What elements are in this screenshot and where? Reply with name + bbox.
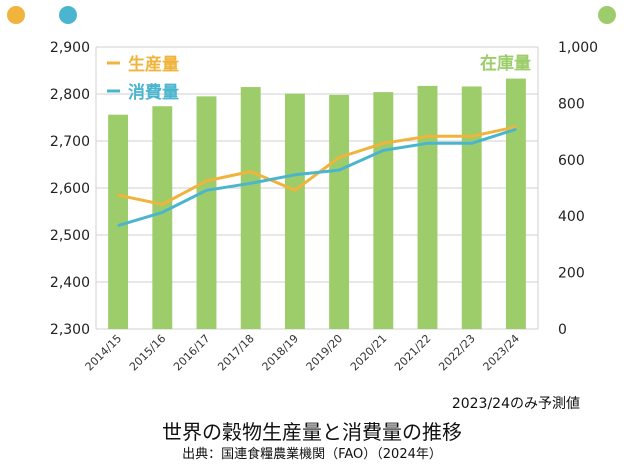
x-tick-label: 2017/18 [215, 332, 257, 374]
left-axis-ticks: 2,300 2,400 2,500 2,600 2,700 2,800 2,900 [50, 40, 90, 338]
left-tick-label: 2,600 [50, 181, 90, 197]
consumption-line-point [382, 149, 385, 152]
production-line-point [515, 126, 517, 128]
production-line-point [205, 180, 208, 182]
right-tick-label: 1,000 [558, 40, 598, 56]
legend: 生産量 消費量 在庫量 [107, 53, 531, 103]
stock-bars [108, 78, 526, 330]
green-dot-icon [598, 6, 616, 24]
chart-title: 世界の穀物生産量と消費量の推移 [162, 420, 462, 444]
blue-dot-icon [59, 6, 77, 24]
x-tick-label: 2016/17 [171, 332, 213, 374]
production-line [117, 125, 517, 206]
right-tick-label: 800 [558, 96, 585, 112]
left-tick-label: 2,900 [50, 40, 90, 56]
legend-consumption-label: 消費量 [128, 82, 179, 103]
left-tick-label: 2,300 [50, 322, 90, 338]
consumption-line-point [338, 169, 340, 171]
x-tick-label: 2014/15 [83, 332, 125, 374]
stock-bar [329, 94, 350, 329]
consumption-line-point [470, 142, 473, 145]
source-citation: 出典：国連食糧農業機関（FAO）（2024年） [182, 447, 442, 462]
production-line-point [426, 135, 429, 138]
consumption-line-point [117, 224, 119, 227]
consumption-line [117, 127, 517, 228]
consumption-line-point [294, 174, 296, 176]
x-tick-label: 2022/23 [436, 332, 478, 374]
left-tick-label: 2,800 [50, 87, 90, 103]
orange-dot-icon [7, 6, 25, 24]
right-axis-ticks: 0 200 400 600 800 1,000 [558, 40, 598, 338]
stock-bar [196, 96, 217, 329]
production-line-point [117, 194, 119, 196]
consumption-line-point [249, 182, 252, 185]
left-tick-label: 2,700 [50, 134, 90, 150]
legend-production-label: 生産量 [128, 54, 179, 75]
left-tick-label: 2,500 [50, 228, 90, 244]
right-tick-label: 400 [558, 209, 585, 225]
stock-bar [373, 92, 394, 330]
series-lines [117, 125, 517, 228]
right-tick-label: 200 [558, 266, 585, 282]
consumption-line-point [161, 211, 164, 214]
stock-bar [240, 87, 261, 329]
consumption-line-point [515, 128, 517, 131]
stock-bar [108, 114, 129, 330]
x-tick-label: 2018/19 [260, 332, 302, 374]
forecast-note: 2023/24のみ予測値 [451, 396, 580, 412]
x-tick-label: 2015/16 [127, 332, 169, 374]
x-tick-label: 2021/22 [392, 332, 434, 374]
legend-stock-label: 在庫量 [480, 53, 531, 74]
stock-bar [152, 106, 173, 329]
stock-bar [417, 85, 438, 329]
production-line-point [294, 189, 296, 192]
stock-bar [284, 93, 305, 329]
right-tick-label: 0 [558, 322, 567, 338]
consumption-line-point [426, 142, 429, 145]
production-line-point [338, 156, 340, 159]
production-line-point [470, 135, 473, 138]
production-line-point [161, 203, 164, 206]
x-tick-label: 2023/24 [481, 332, 523, 374]
right-tick-label: 600 [558, 153, 585, 169]
x-tick-label: 2019/20 [304, 332, 346, 374]
left-tick-label: 2,400 [50, 275, 90, 291]
stock-bar [461, 86, 482, 329]
stock-bar [505, 78, 526, 329]
consumption-line-point [205, 189, 208, 192]
production-line-point [382, 142, 385, 145]
production-line-point [249, 170, 252, 173]
x-axis-ticks: 2014/15 2015/16 2016/17 2017/18 2018/19 2019/… [83, 332, 522, 374]
x-tick-label: 2020/21 [348, 332, 390, 374]
